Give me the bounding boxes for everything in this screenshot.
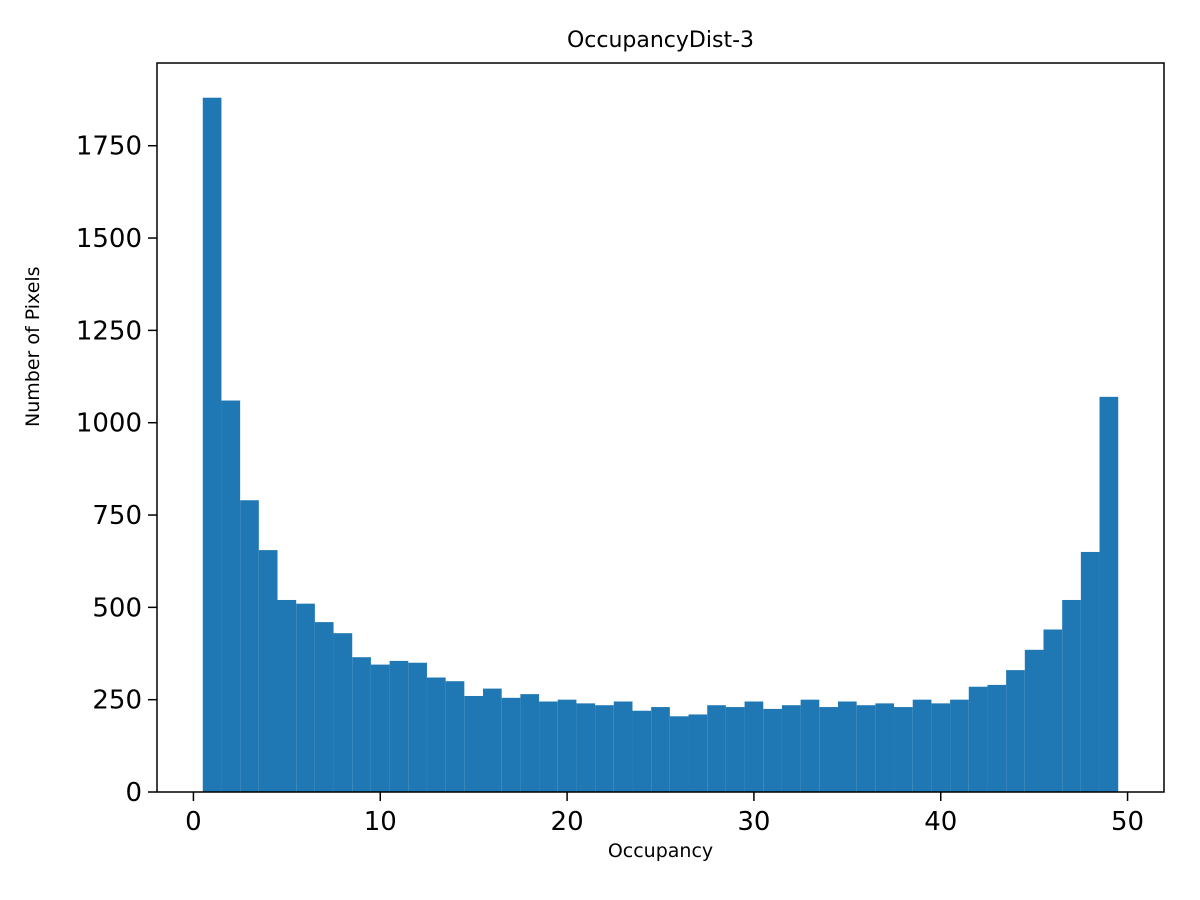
histogram-bar bbox=[370, 664, 390, 792]
axes-frame bbox=[156, 62, 1165, 793]
histogram-bar bbox=[557, 699, 577, 792]
histogram-bar bbox=[277, 599, 297, 792]
histogram-bar bbox=[613, 701, 633, 792]
histogram-bar bbox=[875, 703, 895, 792]
histogram-bar bbox=[987, 684, 1007, 792]
y-tick-label: 1250 bbox=[76, 316, 142, 346]
histogram-bar bbox=[539, 701, 558, 792]
histogram-bar bbox=[725, 707, 745, 792]
histogram-bar bbox=[1024, 649, 1044, 792]
histogram-bar bbox=[426, 677, 446, 792]
histogram-bar bbox=[837, 701, 857, 792]
x-tick-label: 20 bbox=[551, 807, 584, 837]
histogram-bar bbox=[296, 603, 315, 792]
x-tick-label: 10 bbox=[364, 807, 397, 837]
histogram-bar bbox=[894, 707, 913, 792]
histogram-bar bbox=[389, 660, 409, 792]
histogram-bar bbox=[856, 705, 876, 792]
histogram-bars bbox=[202, 97, 1119, 792]
histogram-bar bbox=[464, 695, 484, 792]
histogram-bar bbox=[819, 707, 838, 792]
chart-title: OccupancyDist-3 bbox=[566, 28, 755, 53]
histogram-bar bbox=[651, 707, 670, 792]
y-tick-label: 1000 bbox=[76, 409, 142, 439]
histogram-bar bbox=[445, 681, 465, 792]
y-tick-label: 750 bbox=[92, 501, 142, 531]
histogram-bar bbox=[1099, 396, 1119, 792]
x-axis-ticks: 0 10 20 30 40 50 bbox=[185, 792, 1144, 837]
histogram-bar bbox=[483, 688, 502, 792]
y-tick-label: 1750 bbox=[76, 132, 142, 162]
histogram-bar bbox=[669, 716, 689, 792]
histogram-bar bbox=[333, 633, 353, 792]
histogram-bar bbox=[520, 694, 540, 792]
x-axis-label: Occupancy bbox=[607, 840, 714, 862]
y-tick-label: 0 bbox=[125, 778, 142, 808]
x-tick-label: 50 bbox=[1111, 807, 1144, 837]
histogram-bar bbox=[781, 705, 801, 792]
histogram-bar bbox=[763, 708, 782, 792]
histogram-bar bbox=[240, 500, 259, 792]
histogram-bar bbox=[576, 703, 596, 792]
y-tick-label: 250 bbox=[92, 686, 142, 716]
histogram-bar bbox=[707, 705, 726, 792]
histogram-bar bbox=[1080, 551, 1100, 792]
histogram-bar bbox=[595, 705, 614, 792]
x-tick-label: 30 bbox=[737, 807, 770, 837]
histogram-bar bbox=[632, 710, 652, 792]
histogram-bar bbox=[950, 699, 969, 792]
histogram-bar bbox=[408, 662, 427, 792]
histogram-bar bbox=[912, 699, 932, 792]
histogram-bar bbox=[744, 701, 764, 792]
histogram-bar bbox=[1006, 670, 1025, 792]
histogram-bar bbox=[352, 657, 371, 792]
x-tick-label: 0 bbox=[185, 807, 202, 837]
y-tick-label: 500 bbox=[92, 593, 142, 623]
histogram-bar bbox=[501, 697, 521, 792]
y-axis-ticks: 0 250 500 750 1000 1250 1500 1750 bbox=[76, 132, 157, 808]
y-tick-label: 1500 bbox=[76, 224, 142, 254]
histogram-bar bbox=[688, 714, 708, 792]
histogram-bar bbox=[968, 686, 988, 792]
histogram-bar bbox=[800, 699, 820, 792]
x-tick-label: 40 bbox=[924, 807, 957, 837]
histogram-bar bbox=[314, 622, 334, 792]
histogram-bar bbox=[931, 703, 951, 792]
histogram-bar bbox=[221, 400, 241, 792]
histogram-bar bbox=[1062, 599, 1081, 792]
histogram-bar bbox=[258, 550, 278, 792]
histogram-bar bbox=[1043, 629, 1063, 792]
histogram-bar bbox=[202, 97, 222, 792]
